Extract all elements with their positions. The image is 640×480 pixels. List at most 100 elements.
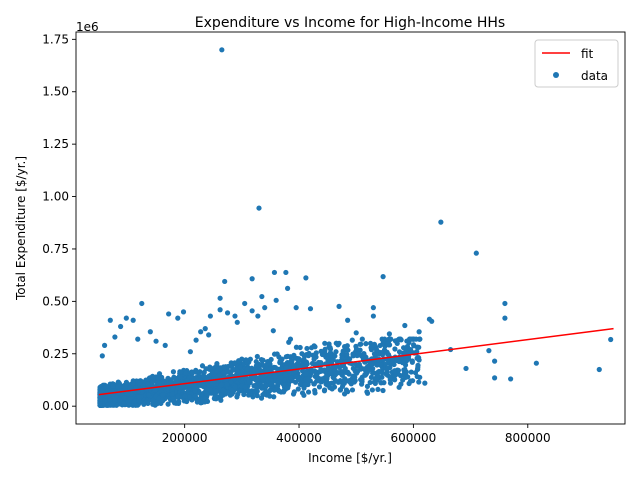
data-point — [194, 399, 200, 405]
data-point — [330, 380, 336, 386]
data-point — [392, 377, 398, 383]
data-point — [242, 300, 248, 307]
data-point — [336, 303, 342, 309]
data-point — [596, 366, 602, 373]
data-point — [203, 366, 209, 372]
data-point — [165, 401, 171, 407]
data-point — [408, 369, 414, 375]
data-point — [336, 340, 342, 346]
data-point — [264, 367, 270, 373]
data-point — [242, 384, 248, 390]
data-point — [258, 395, 265, 401]
data-point — [258, 357, 265, 363]
data-point — [218, 382, 225, 388]
data-point — [283, 364, 289, 371]
data-point — [228, 379, 234, 385]
data-point — [113, 402, 120, 408]
data-point — [409, 358, 415, 364]
y-axis-offset-label: 1e6 — [76, 20, 99, 34]
data-point — [150, 397, 156, 404]
data-point — [241, 389, 247, 396]
data-point — [412, 370, 419, 376]
fit-line — [98, 327, 614, 396]
data-point — [362, 372, 368, 378]
data-point — [236, 358, 242, 364]
data-point — [304, 345, 310, 352]
data-point — [311, 368, 317, 374]
data-point — [118, 323, 124, 330]
data-point — [263, 362, 269, 369]
data-point — [207, 313, 213, 319]
data-point — [297, 344, 303, 351]
data-point — [247, 356, 253, 362]
data-point — [378, 349, 384, 356]
data-point — [336, 364, 343, 371]
data-point — [175, 394, 181, 400]
x-tick-label: 200000 — [162, 431, 208, 445]
data-point — [99, 353, 105, 359]
data-point — [333, 349, 339, 355]
data-point — [177, 373, 183, 380]
data-point — [371, 341, 378, 347]
data-point — [259, 293, 265, 300]
data-point — [271, 351, 278, 357]
data-point — [380, 338, 386, 344]
data-point — [358, 376, 364, 383]
data-point — [297, 381, 303, 387]
data-point — [291, 363, 297, 369]
data-point — [253, 363, 260, 369]
data-point — [402, 322, 408, 329]
data-point — [385, 341, 391, 347]
data-point — [201, 383, 207, 389]
data-point — [255, 313, 261, 319]
data-point — [363, 341, 369, 347]
data-point — [356, 351, 362, 357]
data-point — [224, 310, 231, 316]
data-point — [322, 346, 328, 352]
data-point — [379, 370, 385, 376]
data-point — [238, 383, 245, 389]
y-axis-title: Total Expenditure [$/yr.] — [14, 156, 28, 301]
data-point — [123, 315, 129, 321]
data-point — [373, 346, 380, 353]
data-point — [145, 392, 152, 398]
data-point — [403, 356, 409, 362]
data-point — [270, 328, 276, 334]
data-point — [321, 388, 328, 394]
y-tick-label: 1.75 — [42, 32, 69, 46]
data-point — [214, 360, 220, 367]
data-point — [284, 285, 291, 291]
data-point — [112, 334, 118, 340]
data-point — [273, 297, 279, 303]
data-point — [416, 379, 422, 385]
x-tick-label: 600000 — [391, 431, 437, 445]
data-point — [222, 278, 228, 285]
data-point — [171, 374, 177, 380]
data-point — [135, 336, 141, 342]
data-point — [105, 388, 111, 394]
y-tick-label: 1.00 — [42, 190, 69, 204]
data-point — [189, 370, 195, 376]
data-point — [256, 205, 262, 211]
data-point — [261, 390, 267, 396]
data-point — [278, 374, 284, 380]
data-point — [192, 387, 198, 394]
data-point — [387, 380, 394, 386]
data-point — [347, 356, 353, 362]
data-point — [312, 390, 318, 396]
data-point — [244, 359, 250, 365]
data-point — [121, 401, 127, 407]
data-point — [110, 383, 116, 389]
data-point — [263, 383, 269, 389]
data-point — [109, 401, 115, 408]
data-point — [145, 400, 151, 406]
data-point — [152, 387, 158, 393]
data-point — [350, 351, 356, 357]
data-point — [378, 380, 384, 386]
data-point — [182, 370, 189, 376]
data-point — [193, 375, 199, 381]
data-point — [268, 381, 274, 387]
data-point — [374, 362, 380, 368]
data-point — [219, 47, 225, 53]
data-point — [402, 366, 408, 373]
